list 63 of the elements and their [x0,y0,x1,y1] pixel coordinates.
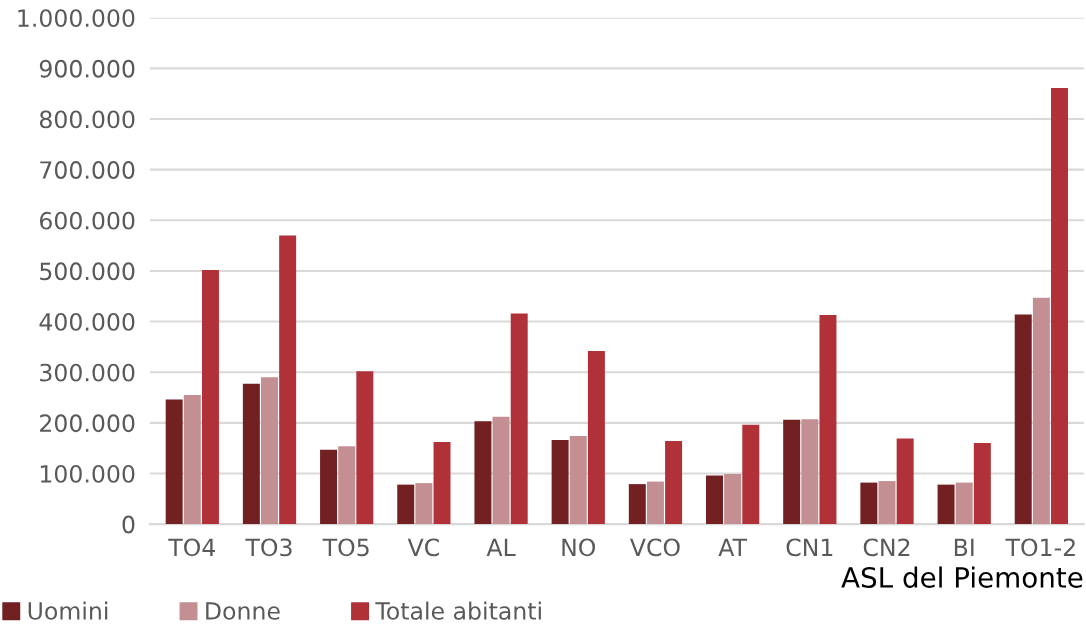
y-tick-label: 500.000 [40,262,135,281]
bar [955,482,973,525]
bar [165,399,183,525]
bar [819,314,837,525]
x-tick-label: CN2 [863,538,910,557]
x-tick-label: BI [954,538,974,556]
bar [338,446,356,525]
bar [279,235,297,525]
bar [183,394,201,525]
legend-label: Donne [206,602,280,620]
bar [1051,88,1068,525]
bar [415,483,433,525]
bar [896,438,914,525]
bar [551,440,569,525]
x-axis-title: ASL del Piemonte [841,566,1083,588]
bar [783,419,801,525]
bar [973,443,991,525]
bar [706,475,723,525]
bar [474,421,492,525]
legend-label: Totale abitanti [375,601,541,620]
y-tick-label: 300.000 [40,363,135,382]
y-tick-label: 700.000 [40,161,135,179]
y-tick-label: 0 [122,515,135,534]
bar [201,269,219,525]
x-tick-label: AL [486,538,516,556]
bar [937,484,955,525]
y-tick-label: 900.000 [39,59,135,78]
x-tick-label: TO1-2 [1005,538,1075,557]
y-tick-label: 400.000 [39,313,135,331]
bar [320,449,338,525]
bar [646,481,664,525]
x-tick-label: TO5 [322,538,369,557]
bar [1032,297,1050,525]
x-tick-label: VC [407,538,439,557]
legend-label: Uomini [28,601,108,620]
bar [569,436,587,525]
y-tick-label: 100.000 [40,464,135,483]
bar [587,350,605,525]
bar [433,442,451,525]
bar [397,484,415,525]
bar [724,473,742,525]
x-tick-label: CN1 [786,538,833,557]
x-tick-label: VCO [630,538,680,557]
bar [878,481,896,525]
bar [801,419,819,525]
y-tick-label: 800.000 [39,110,135,129]
bar [665,441,683,525]
bar [860,482,878,525]
y-tick-label: 200.000 [40,414,135,433]
x-tick-label: TO4 [168,538,216,557]
bar [356,371,374,525]
x-tick-label: TO3 [245,538,292,557]
bar [742,424,760,525]
x-tick-label: NO [562,538,596,557]
bar [1014,314,1032,525]
bar [261,377,278,525]
bar [492,416,510,525]
y-tick-label: 600.000 [39,211,135,230]
bar [510,313,528,525]
x-tick-label: AT [718,538,748,556]
bar [242,383,260,525]
bar [628,484,646,525]
y-tick-label: 1.000.000 [18,9,135,28]
